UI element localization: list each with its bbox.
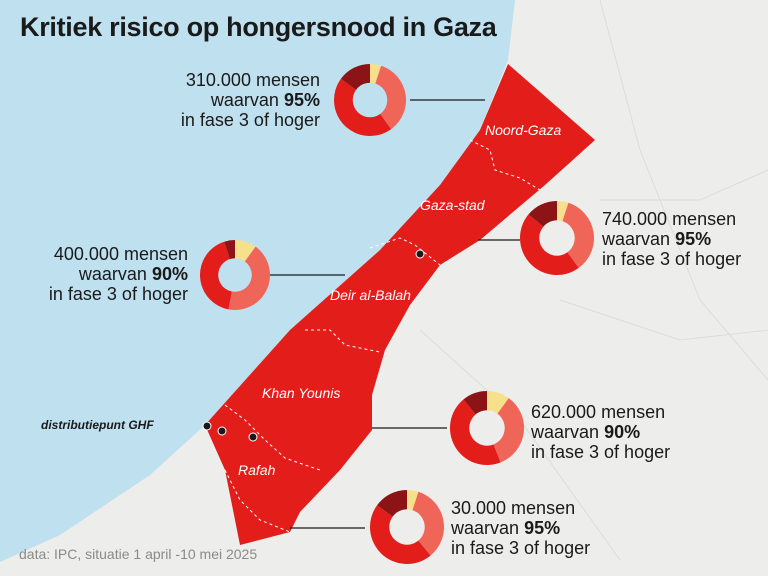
stat-rafah: 30.000 mensen waarvan 95% in fase 3 of h… [451,498,590,558]
stat-suffix: in fase 3 of hoger [180,110,320,130]
stat-gaza-stad: 740.000 mensen waarvan 95% in fase 3 of … [602,209,741,269]
ghf-label: distributiepunt GHF [41,418,154,432]
stat-suffix: in fase 3 of hoger [451,538,591,558]
donut-slice-phase-3 [199,241,235,310]
region-label-gaza-stad: Gaza-stad [420,197,485,213]
region-label-noord-gaza: Noord-Gaza [485,122,562,138]
stat-pct: 95% [675,229,712,249]
region-borders [224,139,541,533]
stat-pct: 95% [524,518,561,538]
stat-khan-younis: 620.000 mensen waarvan 90% in fase 3 of … [531,402,670,462]
stat-suffix: in fase 3 of hoger [48,284,188,304]
donut-hole [539,220,575,256]
stat-suffix: in fase 3 of hoger [602,249,742,269]
stat-pct: 90% [604,422,641,442]
gaza-strip [205,64,595,545]
donut-hole [389,509,425,545]
stat-prefix: waarvan [531,422,600,442]
source-note: data: IPC, situatie 1 april -10 mei 2025 [19,546,258,562]
donut-slice-phase-2 [557,202,594,268]
leader-lines [268,99,520,529]
stat-people: 310.000 mensen [185,70,320,90]
donut-hole [218,258,252,292]
stat-people: 400.000 mensen [53,244,188,264]
donut-slice-phase-2 [407,491,445,556]
stat-prefix: waarvan [78,264,147,284]
donut-hole [352,82,388,118]
stat-prefix: waarvan [602,229,671,249]
donut-hole [469,410,505,446]
donut-slice-phase-2 [487,398,525,463]
region-label-rafah: Rafah [238,462,276,478]
stat-suffix: in fase 3 of hoger [531,442,671,462]
ghf-points [202,249,425,442]
stat-noord-gaza: 310.000 mensen waarvan 95% in fase 3 of … [181,70,320,130]
stat-prefix: waarvan [451,518,520,538]
region-label-khan-younis: Khan Younis [262,385,341,401]
page-title: Kritiek risico op hongersnood in Gaza [20,12,497,42]
stat-deir-al-balah: 400.000 mensen waarvan 90% in fase 3 of … [49,244,188,304]
stat-pct: 95% [283,90,320,110]
donut-slice-phase-2 [370,65,406,130]
stat-people: 620.000 mensen [531,402,666,422]
stat-pct: 90% [151,264,188,284]
stat-people: 30.000 mensen [451,498,576,518]
region-label-deir-al-balah: Deir al-Balah [330,287,411,303]
stat-prefix: waarvan [210,90,279,110]
donut-charts [199,64,594,564]
stat-people: 740.000 mensen [602,209,737,229]
